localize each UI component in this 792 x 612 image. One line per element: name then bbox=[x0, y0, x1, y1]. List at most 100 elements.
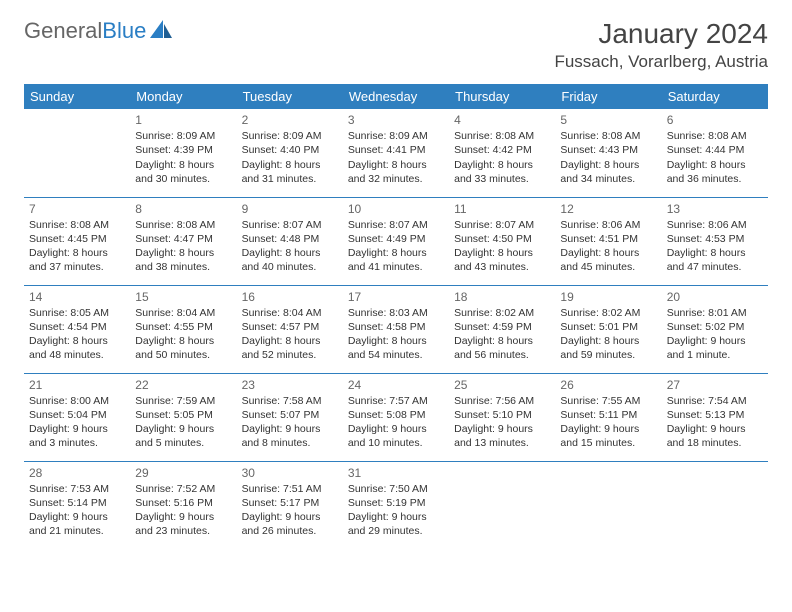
calendar-day-cell: 28Sunrise: 7:53 AMSunset: 5:14 PMDayligh… bbox=[24, 461, 130, 549]
calendar-day-cell: 22Sunrise: 7:59 AMSunset: 5:05 PMDayligh… bbox=[130, 373, 236, 461]
day-number: 1 bbox=[135, 112, 231, 128]
calendar-day-cell: 4Sunrise: 8:08 AMSunset: 4:42 PMDaylight… bbox=[449, 109, 555, 197]
sunrise-line: Sunrise: 8:08 AM bbox=[135, 218, 231, 232]
day-number: 30 bbox=[242, 465, 338, 481]
sunset-line: Sunset: 4:50 PM bbox=[454, 232, 550, 246]
sunset-line: Sunset: 4:45 PM bbox=[29, 232, 125, 246]
sunrise-line: Sunrise: 8:08 AM bbox=[454, 129, 550, 143]
sunrise-line: Sunrise: 7:50 AM bbox=[348, 482, 444, 496]
sunrise-line: Sunrise: 7:59 AM bbox=[135, 394, 231, 408]
sunset-line: Sunset: 4:42 PM bbox=[454, 143, 550, 157]
sunrise-line: Sunrise: 8:08 AM bbox=[667, 129, 763, 143]
day-number: 2 bbox=[242, 112, 338, 128]
weekday-header: Monday bbox=[130, 84, 236, 109]
sunset-line: Sunset: 5:13 PM bbox=[667, 408, 763, 422]
daylight-line: Daylight: 9 hours and 8 minutes. bbox=[242, 422, 338, 450]
calendar-week-row: 14Sunrise: 8:05 AMSunset: 4:54 PMDayligh… bbox=[24, 285, 768, 373]
day-number: 3 bbox=[348, 112, 444, 128]
logo: GeneralBlue bbox=[24, 18, 172, 44]
day-number: 15 bbox=[135, 289, 231, 305]
sunset-line: Sunset: 5:16 PM bbox=[135, 496, 231, 510]
sunset-line: Sunset: 4:47 PM bbox=[135, 232, 231, 246]
day-number: 22 bbox=[135, 377, 231, 393]
daylight-line: Daylight: 8 hours and 37 minutes. bbox=[29, 246, 125, 274]
sunset-line: Sunset: 4:54 PM bbox=[29, 320, 125, 334]
daylight-line: Daylight: 8 hours and 56 minutes. bbox=[454, 334, 550, 362]
day-number: 25 bbox=[454, 377, 550, 393]
calendar-day-cell: 5Sunrise: 8:08 AMSunset: 4:43 PMDaylight… bbox=[555, 109, 661, 197]
day-number: 19 bbox=[560, 289, 656, 305]
day-number: 11 bbox=[454, 201, 550, 217]
daylight-line: Daylight: 8 hours and 45 minutes. bbox=[560, 246, 656, 274]
sunset-line: Sunset: 5:17 PM bbox=[242, 496, 338, 510]
day-number: 31 bbox=[348, 465, 444, 481]
calendar-day-cell: 20Sunrise: 8:01 AMSunset: 5:02 PMDayligh… bbox=[662, 285, 768, 373]
sunset-line: Sunset: 5:14 PM bbox=[29, 496, 125, 510]
calendar-day-cell: 15Sunrise: 8:04 AMSunset: 4:55 PMDayligh… bbox=[130, 285, 236, 373]
daylight-line: Daylight: 9 hours and 23 minutes. bbox=[135, 510, 231, 538]
daylight-line: Daylight: 9 hours and 10 minutes. bbox=[348, 422, 444, 450]
daylight-line: Daylight: 8 hours and 59 minutes. bbox=[560, 334, 656, 362]
logo-text-general: General bbox=[24, 18, 102, 44]
calendar-day-cell: 31Sunrise: 7:50 AMSunset: 5:19 PMDayligh… bbox=[343, 461, 449, 549]
calendar-day-cell bbox=[449, 461, 555, 549]
daylight-line: Daylight: 8 hours and 40 minutes. bbox=[242, 246, 338, 274]
day-number: 13 bbox=[667, 201, 763, 217]
weekday-header: Wednesday bbox=[343, 84, 449, 109]
day-number: 6 bbox=[667, 112, 763, 128]
day-number: 10 bbox=[348, 201, 444, 217]
sunrise-line: Sunrise: 8:06 AM bbox=[560, 218, 656, 232]
daylight-line: Daylight: 8 hours and 31 minutes. bbox=[242, 158, 338, 186]
sunrise-line: Sunrise: 7:55 AM bbox=[560, 394, 656, 408]
calendar-day-cell bbox=[555, 461, 661, 549]
calendar-day-cell: 17Sunrise: 8:03 AMSunset: 4:58 PMDayligh… bbox=[343, 285, 449, 373]
day-number: 14 bbox=[29, 289, 125, 305]
sunrise-line: Sunrise: 8:09 AM bbox=[348, 129, 444, 143]
sunset-line: Sunset: 5:01 PM bbox=[560, 320, 656, 334]
calendar-day-cell: 18Sunrise: 8:02 AMSunset: 4:59 PMDayligh… bbox=[449, 285, 555, 373]
weekday-header: Tuesday bbox=[237, 84, 343, 109]
day-number: 29 bbox=[135, 465, 231, 481]
location: Fussach, Vorarlberg, Austria bbox=[554, 52, 768, 72]
sunrise-line: Sunrise: 7:53 AM bbox=[29, 482, 125, 496]
calendar-day-cell: 19Sunrise: 8:02 AMSunset: 5:01 PMDayligh… bbox=[555, 285, 661, 373]
sunrise-line: Sunrise: 8:07 AM bbox=[348, 218, 444, 232]
day-number: 23 bbox=[242, 377, 338, 393]
sunrise-line: Sunrise: 8:08 AM bbox=[29, 218, 125, 232]
sunset-line: Sunset: 5:10 PM bbox=[454, 408, 550, 422]
calendar-day-cell: 12Sunrise: 8:06 AMSunset: 4:51 PMDayligh… bbox=[555, 197, 661, 285]
sunrise-line: Sunrise: 7:51 AM bbox=[242, 482, 338, 496]
calendar-day-cell: 11Sunrise: 8:07 AMSunset: 4:50 PMDayligh… bbox=[449, 197, 555, 285]
day-number: 20 bbox=[667, 289, 763, 305]
sunset-line: Sunset: 5:04 PM bbox=[29, 408, 125, 422]
calendar-body: 1Sunrise: 8:09 AMSunset: 4:39 PMDaylight… bbox=[24, 109, 768, 549]
day-number: 5 bbox=[560, 112, 656, 128]
sunset-line: Sunset: 4:53 PM bbox=[667, 232, 763, 246]
sunset-line: Sunset: 5:08 PM bbox=[348, 408, 444, 422]
daylight-line: Daylight: 8 hours and 33 minutes. bbox=[454, 158, 550, 186]
calendar-day-cell: 10Sunrise: 8:07 AMSunset: 4:49 PMDayligh… bbox=[343, 197, 449, 285]
day-number: 21 bbox=[29, 377, 125, 393]
calendar-week-row: 7Sunrise: 8:08 AMSunset: 4:45 PMDaylight… bbox=[24, 197, 768, 285]
sunset-line: Sunset: 4:49 PM bbox=[348, 232, 444, 246]
day-number: 28 bbox=[29, 465, 125, 481]
daylight-line: Daylight: 8 hours and 38 minutes. bbox=[135, 246, 231, 274]
daylight-line: Daylight: 8 hours and 50 minutes. bbox=[135, 334, 231, 362]
calendar-day-cell: 21Sunrise: 8:00 AMSunset: 5:04 PMDayligh… bbox=[24, 373, 130, 461]
calendar-day-cell: 27Sunrise: 7:54 AMSunset: 5:13 PMDayligh… bbox=[662, 373, 768, 461]
sunrise-line: Sunrise: 8:08 AM bbox=[560, 129, 656, 143]
calendar-day-cell: 25Sunrise: 7:56 AMSunset: 5:10 PMDayligh… bbox=[449, 373, 555, 461]
day-number: 7 bbox=[29, 201, 125, 217]
sunset-line: Sunset: 4:57 PM bbox=[242, 320, 338, 334]
sunrise-line: Sunrise: 7:54 AM bbox=[667, 394, 763, 408]
daylight-line: Daylight: 8 hours and 54 minutes. bbox=[348, 334, 444, 362]
calendar-day-cell: 29Sunrise: 7:52 AMSunset: 5:16 PMDayligh… bbox=[130, 461, 236, 549]
sunset-line: Sunset: 4:39 PM bbox=[135, 143, 231, 157]
weekday-header-row: SundayMondayTuesdayWednesdayThursdayFrid… bbox=[24, 84, 768, 109]
daylight-line: Daylight: 9 hours and 21 minutes. bbox=[29, 510, 125, 538]
daylight-line: Daylight: 9 hours and 26 minutes. bbox=[242, 510, 338, 538]
calendar-week-row: 1Sunrise: 8:09 AMSunset: 4:39 PMDaylight… bbox=[24, 109, 768, 197]
sunrise-line: Sunrise: 8:09 AM bbox=[135, 129, 231, 143]
day-number: 18 bbox=[454, 289, 550, 305]
calendar-day-cell: 13Sunrise: 8:06 AMSunset: 4:53 PMDayligh… bbox=[662, 197, 768, 285]
